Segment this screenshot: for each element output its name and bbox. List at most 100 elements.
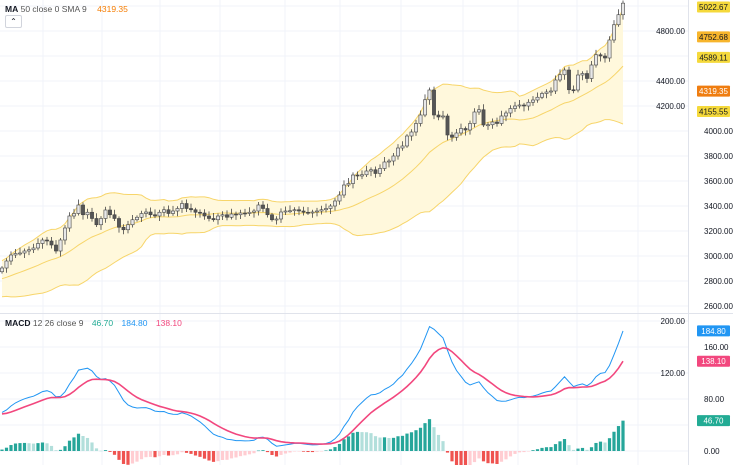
candle xyxy=(18,247,22,256)
macd-histogram-bar xyxy=(220,451,225,461)
macd-histogram-bar xyxy=(130,451,135,464)
ma-legend-params: 50 close 0 SMA 9 xyxy=(20,4,87,14)
candle xyxy=(162,206,166,217)
candle xyxy=(256,202,261,216)
candle-body xyxy=(576,74,580,91)
macd-histogram-bar xyxy=(126,451,130,465)
macd-histogram-bar xyxy=(36,443,40,451)
macd-histogram-bar xyxy=(18,443,22,451)
macd-histogram-bar xyxy=(616,426,621,451)
candle-body xyxy=(207,215,211,219)
candle xyxy=(562,67,567,80)
macd-histogram-bar xyxy=(576,448,580,451)
candle-body xyxy=(531,99,535,103)
price-tick-label: 4000.00 xyxy=(704,127,733,136)
candle-body xyxy=(283,210,288,213)
candle xyxy=(13,249,18,258)
candle xyxy=(193,207,198,218)
candle-body xyxy=(342,184,346,196)
macd-tick-label: 160.00 xyxy=(704,343,729,352)
macd-histogram-bar xyxy=(621,420,625,451)
candle-body xyxy=(94,218,99,226)
candle xyxy=(463,126,468,136)
candle-body xyxy=(432,89,436,116)
macd-histogram-bar xyxy=(94,448,99,451)
candle-body xyxy=(189,208,193,211)
candle-body xyxy=(369,169,373,172)
macd-histogram-bar xyxy=(364,432,369,451)
macd-histogram-bar xyxy=(351,432,355,451)
candle xyxy=(580,71,585,81)
macd-histogram-bar xyxy=(153,451,157,458)
candle-body xyxy=(148,211,153,216)
macd-histogram-bar xyxy=(67,440,72,451)
macd-histogram-bar xyxy=(594,442,598,451)
macd-histogram-bar xyxy=(121,451,126,464)
macd-histogram-bar xyxy=(544,447,549,451)
candle xyxy=(472,108,477,128)
price-tick-label: 2800.00 xyxy=(704,277,733,286)
macd-value-label: 184.80 xyxy=(697,325,730,337)
candle xyxy=(306,207,310,215)
macd-histogram-bar xyxy=(346,436,351,451)
candle xyxy=(522,102,526,112)
candle xyxy=(513,101,517,112)
candle-body xyxy=(445,115,450,136)
macd-histogram-bar xyxy=(490,451,495,464)
candle-body xyxy=(441,115,445,118)
macd-histogram-bar xyxy=(85,437,90,451)
candle xyxy=(490,118,495,129)
candle-body xyxy=(229,213,234,218)
candle-body xyxy=(351,174,355,184)
candle-body xyxy=(346,183,351,186)
candle xyxy=(414,119,418,136)
macd-histogram-bar xyxy=(45,443,49,451)
candle xyxy=(477,105,481,115)
candle xyxy=(265,203,270,218)
macd-histogram-bar xyxy=(432,427,436,451)
candle xyxy=(130,215,135,228)
collapse-legend-button[interactable]: ⌃ xyxy=(5,15,22,28)
candle xyxy=(85,208,90,219)
candle-body xyxy=(459,128,463,134)
candle-body xyxy=(504,112,508,117)
macd-histogram-bar xyxy=(517,451,522,453)
candle xyxy=(499,110,504,126)
candle-body xyxy=(315,210,319,213)
candle xyxy=(234,211,238,220)
macd-histogram-bar xyxy=(148,451,153,457)
macd-histogram-bar xyxy=(531,450,535,451)
candle-body xyxy=(108,209,112,216)
macd-histogram-bar xyxy=(225,451,229,460)
candle xyxy=(405,134,409,148)
macd-histogram-bar xyxy=(423,423,427,451)
candle xyxy=(90,207,94,222)
macd-histogram-bar xyxy=(400,435,405,451)
macd-value-label-text: 46.70 xyxy=(703,417,724,426)
candle-body xyxy=(265,208,270,216)
macd-histogram-bar xyxy=(265,451,270,453)
candle xyxy=(103,206,108,223)
price-label-bg xyxy=(697,1,730,13)
macd-histogram-bar xyxy=(355,431,360,451)
candle-body xyxy=(261,204,265,209)
macd-histogram-bar xyxy=(261,450,265,451)
macd-histogram-bar xyxy=(535,449,540,451)
candle xyxy=(252,208,256,218)
candle xyxy=(567,66,571,94)
candle-body xyxy=(166,209,171,214)
candle-body xyxy=(301,210,306,213)
candle-body xyxy=(220,214,225,217)
candle xyxy=(589,61,594,82)
candle xyxy=(382,157,387,171)
macd-histogram-bar xyxy=(301,451,306,452)
price-tick-label: 4800.00 xyxy=(656,27,685,36)
candle xyxy=(337,191,342,205)
macd-histogram-bar xyxy=(90,442,94,451)
macd-histogram-bar xyxy=(306,451,310,453)
candle-body xyxy=(238,212,243,216)
candle xyxy=(603,53,607,63)
candle xyxy=(76,199,81,216)
candle-body xyxy=(373,169,378,174)
